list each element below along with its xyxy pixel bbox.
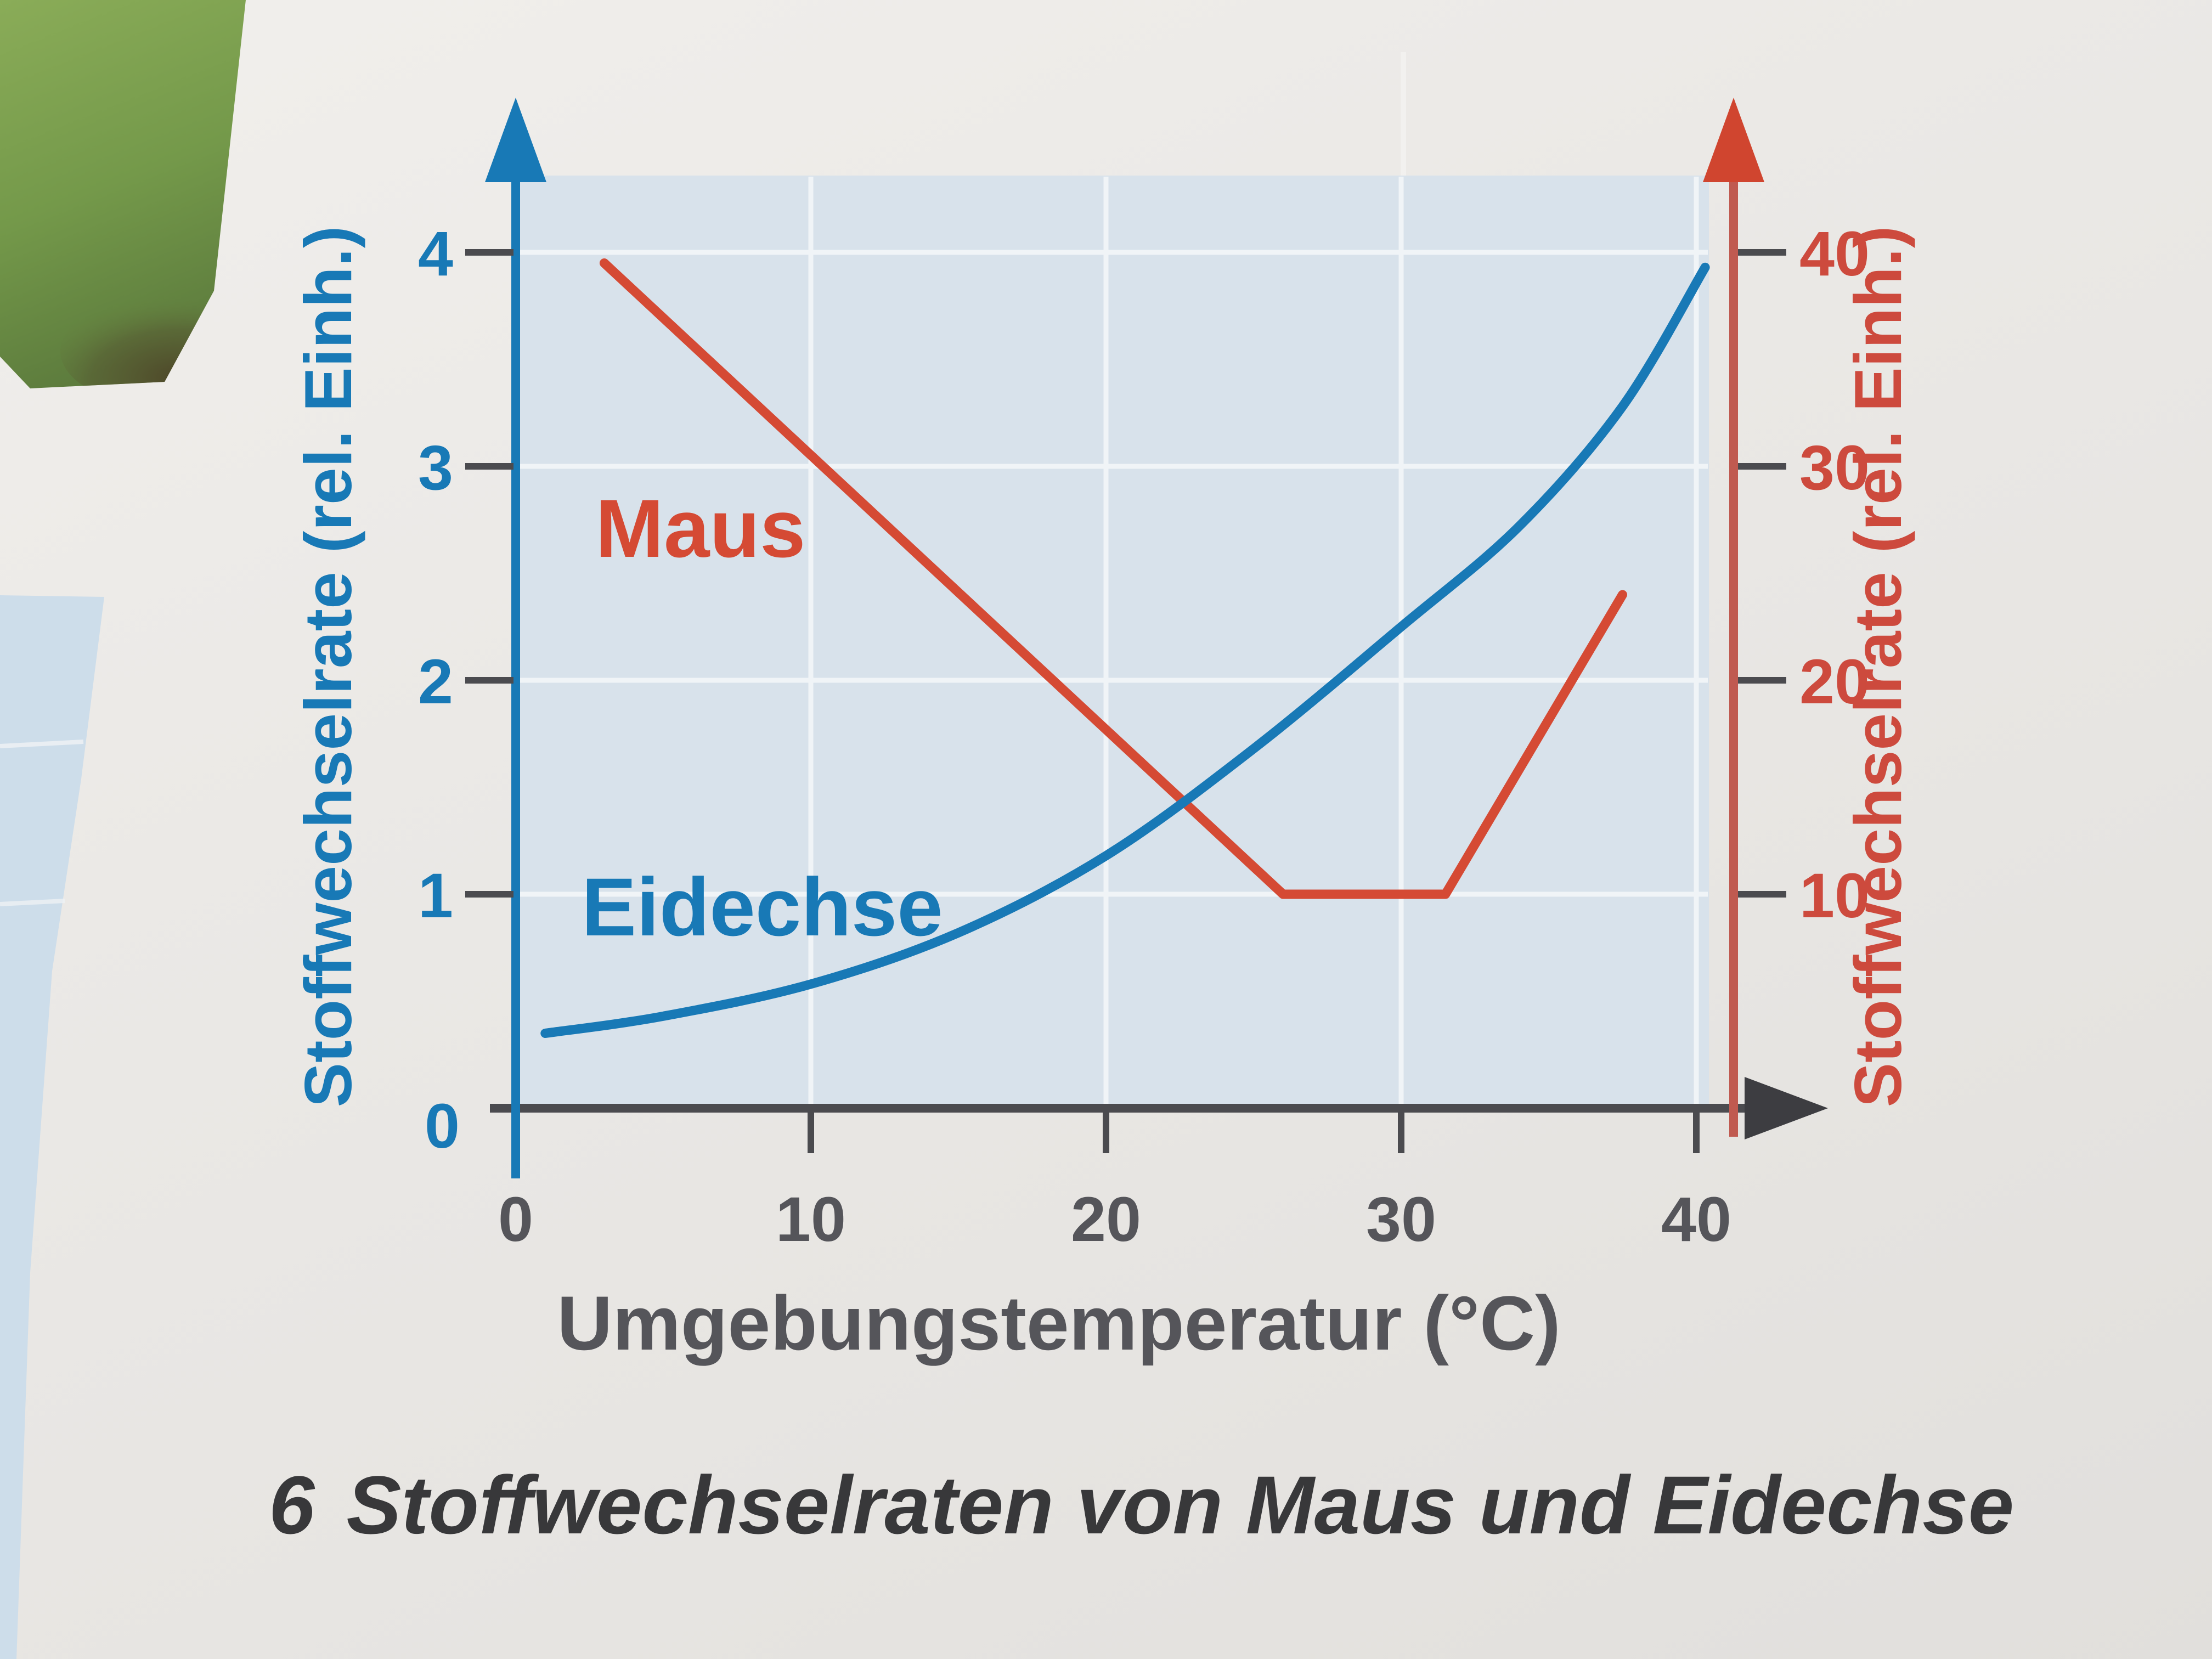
- left-tick-label: 4: [418, 219, 453, 289]
- x-tick-label: 30: [1366, 1184, 1436, 1255]
- left-axis-title: Stoffwechselrate (rel. Einh.): [291, 226, 365, 1108]
- x-axis-title: Umgebungstemperatur (°C): [557, 1280, 1560, 1366]
- photo-fragment-shadow: [60, 296, 246, 388]
- left-tick-label: 3: [418, 433, 453, 503]
- maus-curve: [599, 258, 1627, 899]
- right-axis-title: Stoffwechselrate (rel. Einh.): [1841, 226, 1915, 1108]
- x-tick-label: 40: [1661, 1184, 1731, 1255]
- page-edge-strip-line: [0, 740, 84, 748]
- left-tick-label: 0: [425, 1091, 460, 1161]
- left-axis: 4 3 2 1 0 Stoffwechselrate (rel. Einh.): [291, 98, 546, 1178]
- plot-area: [517, 176, 1709, 1108]
- photo-fragment-green-corner: [0, 0, 246, 388]
- eidechse-series-label: Eidechse: [582, 861, 943, 953]
- x-axis: 0 10 20 30 40 Umgebungstemperatur (°C): [490, 1077, 1828, 1366]
- page-edge-strip-line: [0, 899, 65, 906]
- right-axis: 40 30 20 10 Stoffwechselrate (rel. Einh.…: [1703, 98, 1915, 1137]
- left-axis-arrow-up-icon: [485, 98, 546, 182]
- right-axis-arrow-up-icon: [1703, 98, 1764, 182]
- left-tick-label: 2: [418, 647, 453, 717]
- x-tick-label: 20: [1071, 1184, 1141, 1255]
- x-tick-label: 10: [776, 1184, 846, 1255]
- x-tick-label: 0: [498, 1184, 533, 1255]
- left-tick-label: 1: [418, 861, 453, 931]
- figure-caption: 6 Stoffwechselraten von Maus und Eidechse: [269, 1459, 2014, 1551]
- page-edge-strip: [0, 595, 104, 1659]
- right-tick-label: 20: [1799, 647, 1870, 717]
- eidechse-curve: [540, 262, 1710, 1038]
- right-tick-label: 30: [1799, 433, 1870, 503]
- gridlines: [518, 177, 1708, 1107]
- figure-number: 6: [269, 1459, 315, 1551]
- right-tick-label: 10: [1799, 861, 1870, 931]
- x-axis-arrow-right-icon: [1745, 1077, 1828, 1139]
- right-tick-label: 40: [1799, 219, 1870, 289]
- maus-series-label: Maus: [595, 482, 805, 574]
